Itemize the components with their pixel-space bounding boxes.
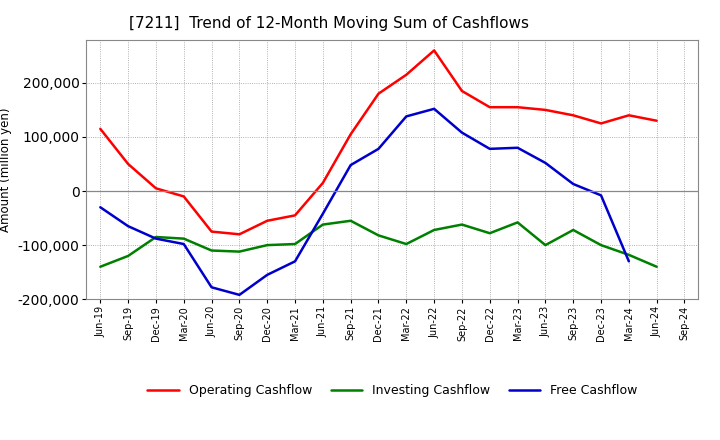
Free Cashflow xyxy=(430,106,438,111)
Investing Cashflow xyxy=(291,242,300,247)
Investing Cashflow xyxy=(624,252,633,257)
Investing Cashflow xyxy=(152,235,161,240)
Operating Cashflow xyxy=(485,105,494,110)
Free Cashflow xyxy=(485,146,494,151)
Operating Cashflow xyxy=(541,107,550,113)
Free Cashflow xyxy=(291,259,300,264)
Operating Cashflow xyxy=(652,118,661,123)
Line: Free Cashflow: Free Cashflow xyxy=(100,109,629,295)
Investing Cashflow xyxy=(124,253,132,259)
Operating Cashflow xyxy=(96,126,104,132)
Operating Cashflow xyxy=(263,218,271,224)
Operating Cashflow xyxy=(569,113,577,118)
Operating Cashflow xyxy=(318,180,327,186)
Investing Cashflow xyxy=(485,231,494,236)
Operating Cashflow xyxy=(458,88,467,94)
Operating Cashflow xyxy=(207,229,216,234)
Free Cashflow xyxy=(318,211,327,216)
Operating Cashflow xyxy=(374,91,383,96)
Investing Cashflow xyxy=(402,242,410,247)
Investing Cashflow xyxy=(235,249,243,254)
Y-axis label: Amount (million yen): Amount (million yen) xyxy=(0,107,12,231)
Investing Cashflow xyxy=(346,218,355,224)
Operating Cashflow xyxy=(235,231,243,237)
Line: Investing Cashflow: Investing Cashflow xyxy=(100,221,657,267)
Operating Cashflow xyxy=(624,113,633,118)
Free Cashflow xyxy=(235,292,243,297)
Investing Cashflow xyxy=(263,242,271,248)
Free Cashflow xyxy=(179,242,188,247)
Free Cashflow xyxy=(124,224,132,229)
Free Cashflow xyxy=(513,145,522,150)
Investing Cashflow xyxy=(318,222,327,227)
Text: [7211]  Trend of 12-Month Moving Sum of Cashflows: [7211] Trend of 12-Month Moving Sum of C… xyxy=(130,16,529,32)
Free Cashflow xyxy=(152,236,161,241)
Line: Operating Cashflow: Operating Cashflow xyxy=(100,51,657,234)
Operating Cashflow xyxy=(179,194,188,199)
Legend: Operating Cashflow, Investing Cashflow, Free Cashflow: Operating Cashflow, Investing Cashflow, … xyxy=(143,379,642,402)
Free Cashflow xyxy=(374,146,383,151)
Investing Cashflow xyxy=(513,220,522,225)
Operating Cashflow xyxy=(124,161,132,167)
Investing Cashflow xyxy=(430,227,438,233)
Operating Cashflow xyxy=(513,105,522,110)
Investing Cashflow xyxy=(207,248,216,253)
Investing Cashflow xyxy=(569,227,577,233)
Investing Cashflow xyxy=(458,222,467,227)
Investing Cashflow xyxy=(541,242,550,248)
Operating Cashflow xyxy=(291,213,300,218)
Operating Cashflow xyxy=(152,186,161,191)
Free Cashflow xyxy=(541,160,550,165)
Free Cashflow xyxy=(346,162,355,168)
Operating Cashflow xyxy=(402,72,410,77)
Free Cashflow xyxy=(402,114,410,119)
Free Cashflow xyxy=(624,259,633,264)
Free Cashflow xyxy=(96,205,104,210)
Investing Cashflow xyxy=(374,233,383,238)
Investing Cashflow xyxy=(597,242,606,248)
Operating Cashflow xyxy=(597,121,606,126)
Free Cashflow xyxy=(207,285,216,290)
Investing Cashflow xyxy=(96,264,104,269)
Investing Cashflow xyxy=(652,264,661,269)
Operating Cashflow xyxy=(430,48,438,53)
Free Cashflow xyxy=(458,130,467,135)
Free Cashflow xyxy=(263,272,271,278)
Free Cashflow xyxy=(597,193,606,198)
Operating Cashflow xyxy=(346,132,355,137)
Investing Cashflow xyxy=(179,236,188,241)
Free Cashflow xyxy=(569,181,577,187)
